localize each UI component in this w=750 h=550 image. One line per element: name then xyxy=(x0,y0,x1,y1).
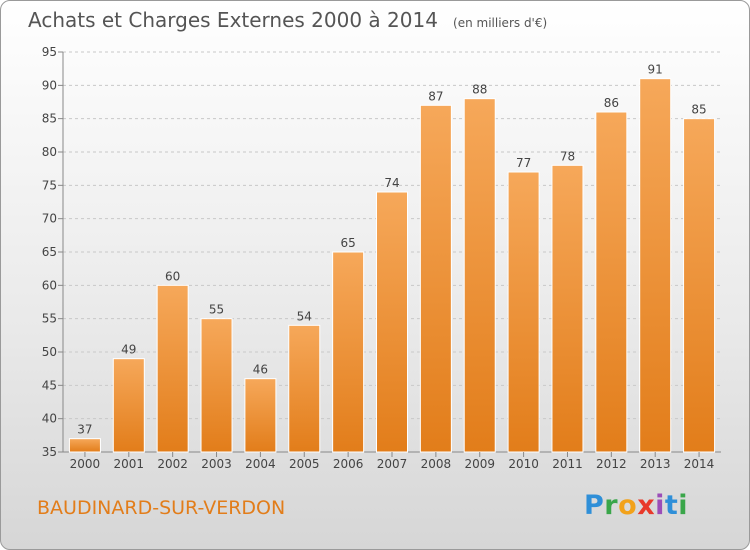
chart-title-block: Achats et Charges Externes 2000 à 2014 (… xyxy=(28,8,547,32)
data-label: 88 xyxy=(472,83,487,97)
data-label: 77 xyxy=(516,156,531,170)
x-tick-label: 2007 xyxy=(377,457,408,471)
data-label: 55 xyxy=(209,303,224,317)
data-label: 74 xyxy=(384,176,399,190)
data-label: 65 xyxy=(340,236,355,250)
y-tick-label: 80 xyxy=(42,145,57,159)
bar xyxy=(551,164,584,453)
bar xyxy=(332,251,365,453)
bar xyxy=(419,104,452,453)
x-tick-label: 2004 xyxy=(245,457,276,471)
x-tick-label: 2009 xyxy=(464,457,495,471)
x-tick-label: 2006 xyxy=(333,457,364,471)
y-tick-label: 40 xyxy=(42,412,57,426)
x-tick-label: 2000 xyxy=(70,457,101,471)
x-tick-label: 2014 xyxy=(684,457,715,471)
bar xyxy=(288,324,321,453)
x-tick-label: 2003 xyxy=(201,457,232,471)
bar xyxy=(244,378,277,453)
x-tick-label: 2001 xyxy=(114,457,145,471)
x-tick-label: 2002 xyxy=(157,457,188,471)
x-tick-label: 2005 xyxy=(289,457,320,471)
proxiti-logo: Proxiti xyxy=(584,490,689,521)
chart-unit: (en milliers d'€) xyxy=(453,16,548,30)
data-label: 78 xyxy=(560,149,575,163)
bar xyxy=(156,284,189,453)
x-tick-label: 2012 xyxy=(596,457,627,471)
y-tick-label: 70 xyxy=(42,212,57,226)
bar xyxy=(639,78,672,453)
data-label: 54 xyxy=(297,309,312,323)
data-label: 60 xyxy=(165,269,180,283)
data-label: 87 xyxy=(428,89,443,103)
x-tick-label: 2011 xyxy=(552,457,583,471)
chart-title: Achats et Charges Externes 2000 à 2014 xyxy=(28,8,438,32)
data-label: 37 xyxy=(77,423,92,437)
y-tick-label: 60 xyxy=(42,278,57,292)
y-tick-label: 75 xyxy=(42,178,57,192)
place-name: BAUDINARD-SUR-VERDON xyxy=(37,497,286,519)
y-tick-label: 50 xyxy=(42,345,57,359)
bar xyxy=(683,118,716,453)
bar xyxy=(68,438,101,453)
bar xyxy=(200,318,233,453)
bar xyxy=(507,171,540,453)
bar xyxy=(112,358,145,453)
bar xyxy=(463,98,496,453)
y-tick-label: 90 xyxy=(42,78,57,92)
data-label: 46 xyxy=(253,363,268,377)
y-tick-label: 55 xyxy=(42,312,57,326)
y-tick-label: 65 xyxy=(42,245,57,259)
bar xyxy=(595,111,628,453)
x-tick-label: 2008 xyxy=(421,457,452,471)
data-label: 91 xyxy=(648,63,663,77)
y-tick-label: 35 xyxy=(42,445,57,459)
x-tick-label: 2013 xyxy=(640,457,671,471)
data-label: 49 xyxy=(121,343,136,357)
x-tick-label: 2010 xyxy=(508,457,539,471)
y-tick-label: 45 xyxy=(42,378,57,392)
y-tick-label: 95 xyxy=(42,45,57,59)
data-label: 86 xyxy=(604,96,619,110)
data-label: 85 xyxy=(691,103,706,117)
bar xyxy=(376,191,408,453)
y-tick-label: 85 xyxy=(42,112,57,126)
